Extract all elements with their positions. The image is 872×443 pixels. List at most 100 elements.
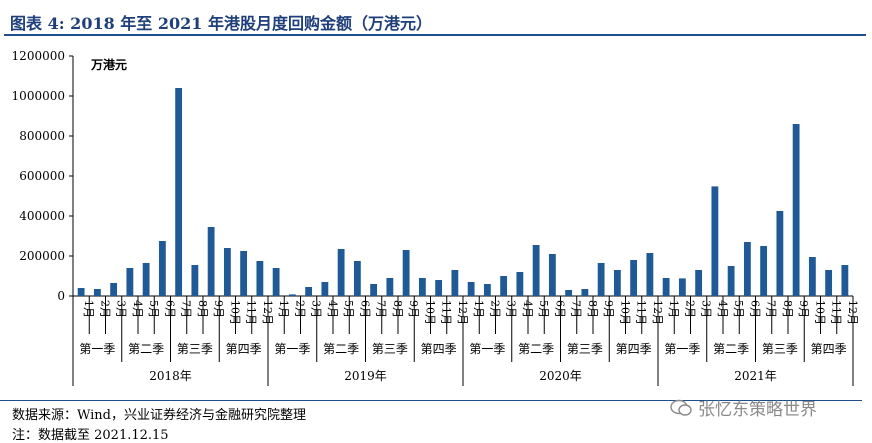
bar — [142, 263, 150, 296]
month-label: 10月 — [618, 300, 631, 325]
month-label: 11月 — [635, 300, 648, 325]
month-label: 4月 — [716, 300, 729, 318]
quarter-label: 第二季 — [518, 342, 554, 356]
bar — [727, 266, 735, 296]
month-label: 2月 — [488, 300, 501, 318]
bar — [126, 268, 134, 296]
month-label: 8月 — [781, 300, 794, 318]
month-label: 8月 — [586, 300, 599, 318]
y-tick-label: 1000000 — [12, 89, 65, 103]
quarter-label: 第二季 — [323, 342, 359, 356]
bar — [207, 227, 215, 296]
quarter-label: 第三季 — [567, 342, 603, 356]
year-label: 2019年 — [344, 369, 387, 383]
bar — [776, 211, 784, 296]
month-label: 12月 — [846, 300, 859, 325]
bar — [678, 278, 686, 296]
quarter-label: 第二季 — [713, 342, 749, 356]
bar — [240, 251, 248, 296]
month-label: 12月 — [456, 300, 469, 325]
bar — [110, 283, 118, 296]
title-bar: 图表 4: 2018 年至 2021 年港股月度回购金额（万港元） — [4, 4, 866, 36]
quarter-label: 第一季 — [274, 342, 310, 356]
bar — [695, 270, 703, 296]
bar — [370, 284, 378, 296]
month-label: 11月 — [440, 300, 453, 325]
month-label: 9月 — [797, 300, 810, 318]
quarter-label: 第三季 — [177, 342, 213, 356]
bar — [272, 268, 280, 296]
data-note: 注：数据截至 2021.12.15 — [12, 428, 169, 443]
bar — [418, 278, 426, 296]
month-label: 3月 — [310, 300, 323, 318]
bar — [191, 265, 199, 296]
quarter-label: 第二季 — [128, 342, 164, 356]
month-label: 9月 — [212, 300, 225, 318]
month-label: 11月 — [245, 300, 258, 325]
bar — [451, 270, 459, 296]
month-label: 7月 — [375, 300, 388, 318]
bar — [613, 270, 621, 296]
month-label: 3月 — [505, 300, 518, 318]
year-label: 2020年 — [539, 369, 582, 383]
y-tick-label: 0 — [57, 289, 65, 303]
bar — [760, 246, 768, 296]
quarter-label: 第三季 — [372, 342, 408, 356]
month-label: 12月 — [651, 300, 664, 325]
quarter-label: 第一季 — [79, 342, 115, 356]
bar — [597, 263, 605, 296]
bar — [175, 88, 183, 296]
watermark: 张忆东策略世界 — [670, 395, 817, 420]
month-label: 9月 — [602, 300, 615, 318]
month-label: 3月 — [700, 300, 713, 318]
month-label: 3月 — [115, 300, 128, 318]
y-tick-label: 200000 — [19, 249, 65, 263]
unit-label: 万港元 — [90, 57, 127, 72]
bar — [337, 249, 345, 296]
month-label: 4月 — [131, 300, 144, 318]
year-label: 2018年 — [149, 369, 192, 383]
bar — [743, 242, 751, 296]
quarter-label: 第四季 — [226, 342, 262, 356]
month-label: 6月 — [748, 300, 761, 318]
bar — [581, 289, 589, 296]
quarter-label: 第三季 — [762, 342, 798, 356]
month-label: 5月 — [342, 300, 355, 318]
data-source: 数据来源：Wind，兴业证券经济与金融研究院整理 — [12, 408, 306, 423]
month-label: 10月 — [228, 300, 241, 325]
y-tick-label: 1200000 — [12, 49, 65, 63]
bar — [435, 280, 443, 296]
month-label: 6月 — [163, 300, 176, 318]
bar — [548, 254, 556, 296]
bar — [825, 270, 833, 296]
y-tick-label: 800000 — [19, 129, 65, 143]
bar — [711, 186, 719, 296]
bar — [402, 250, 410, 296]
y-tick-label: 600000 — [19, 169, 65, 183]
bar — [500, 276, 508, 296]
y-tick-label: 400000 — [19, 209, 65, 223]
watermark-text: 张忆东策略世界 — [698, 400, 817, 420]
bar — [321, 282, 329, 296]
month-label: 7月 — [570, 300, 583, 318]
quarter-label: 第四季 — [421, 342, 457, 356]
month-label: 9月 — [407, 300, 420, 318]
month-label: 1月 — [472, 300, 485, 318]
bar — [467, 282, 475, 296]
quarter-label: 第一季 — [469, 342, 505, 356]
month-label: 4月 — [326, 300, 339, 318]
quarter-label: 第四季 — [616, 342, 652, 356]
bar — [288, 294, 296, 296]
month-label: 5月 — [147, 300, 160, 318]
month-label: 7月 — [765, 300, 778, 318]
month-label: 6月 — [358, 300, 371, 318]
bar — [223, 248, 231, 296]
month-label: 6月 — [553, 300, 566, 318]
bar — [630, 260, 638, 296]
chart-area: 0 200000 400000 600000 800000 1000000 1200000 万… — [12, 49, 859, 386]
month-label: 10月 — [423, 300, 436, 325]
bar — [646, 253, 654, 296]
month-label: 1月 — [82, 300, 95, 318]
bar — [841, 265, 849, 296]
bar — [158, 241, 166, 296]
